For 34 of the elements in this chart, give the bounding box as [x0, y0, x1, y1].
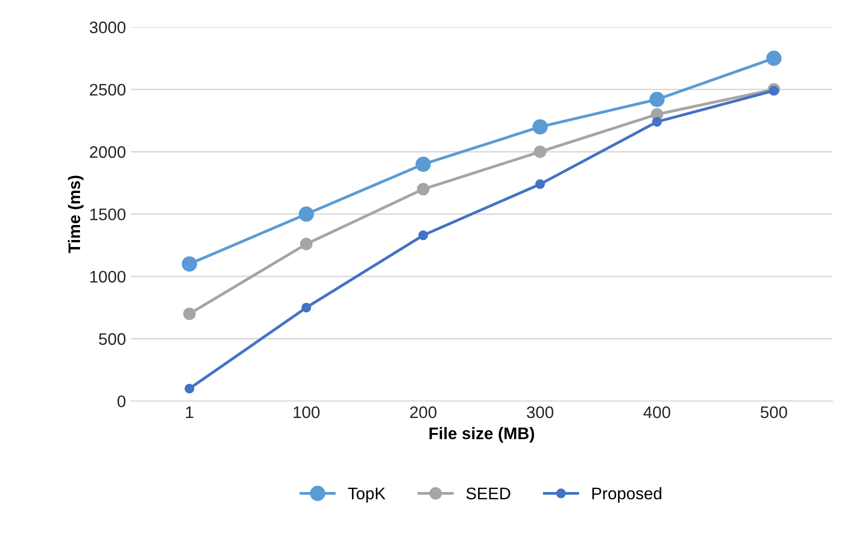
point [184, 384, 194, 394]
point [649, 92, 665, 108]
x-tick-label: 400 [643, 406, 670, 418]
legend-label: TopK [348, 488, 386, 503]
point [416, 182, 430, 196]
y-tick-label: 0 [117, 395, 126, 408]
y-axis-title: Time (ms) [68, 176, 84, 254]
x-tick-label: 200 [410, 406, 436, 418]
point [769, 86, 779, 96]
point [300, 238, 313, 250]
point [652, 116, 662, 127]
y-tick-label: 3000 [90, 22, 126, 34]
y-tick-label: 1500 [90, 208, 126, 220]
x-tick-label: 300 [526, 406, 554, 418]
point [183, 308, 196, 320]
y-tick-label: 500 [98, 333, 126, 345]
point [532, 119, 548, 134]
point [298, 206, 314, 222]
point [301, 302, 312, 312]
point [182, 256, 198, 272]
legend-label: Proposed [592, 487, 662, 503]
x-tick-label: 500 [760, 406, 788, 418]
point [535, 179, 545, 190]
legend-label: SEED [466, 488, 510, 500]
point [534, 146, 546, 158]
point [766, 50, 782, 66]
y-tick-label: 1000 [90, 270, 126, 283]
x-axis-title: File size (MB) [430, 427, 534, 443]
x-tick-label: 100 [294, 406, 320, 418]
point [418, 230, 428, 240]
y-tick-label: 2500 [90, 84, 126, 96]
point [416, 156, 431, 172]
x-tick-label: 1 [186, 406, 194, 418]
y-tick-label: 2000 [90, 146, 126, 158]
